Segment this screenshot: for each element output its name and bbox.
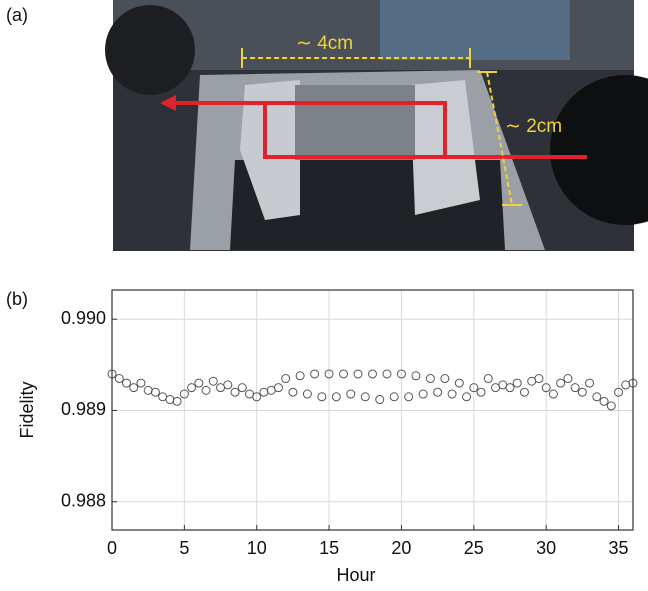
data-point <box>454 378 464 388</box>
data-point <box>563 374 573 384</box>
data-point <box>389 392 399 402</box>
x-tick-label: 15 <box>319 538 339 558</box>
data-point <box>599 396 609 406</box>
data-point <box>382 369 392 379</box>
data-point <box>237 383 247 393</box>
data-point <box>570 383 580 393</box>
data-point <box>541 383 551 393</box>
data-point <box>469 383 479 393</box>
y-axis-label: Fidelity <box>17 381 37 438</box>
data-point <box>121 378 131 388</box>
data-point <box>577 387 587 397</box>
plot: 0.988 0.989 0.990 0 5 10 15 20 25 30 35 <box>61 289 638 558</box>
data-point <box>273 383 283 393</box>
data-point <box>331 392 341 402</box>
data-point <box>606 401 616 411</box>
y-tick-label: 0.990 <box>61 308 106 328</box>
data-point <box>512 378 522 388</box>
x-tick-label: 5 <box>179 538 189 558</box>
panel-label: (a) <box>6 5 28 25</box>
data-point <box>534 374 544 384</box>
data-point <box>548 389 558 399</box>
data-point <box>288 387 298 397</box>
x-tick-label: 0 <box>107 538 117 558</box>
data-point <box>136 378 146 388</box>
data-point <box>556 378 566 388</box>
data-point <box>614 387 624 397</box>
data-point <box>433 387 443 397</box>
data-point <box>339 369 349 379</box>
data-point <box>252 392 262 402</box>
data-point <box>346 389 356 399</box>
data-point <box>585 378 595 388</box>
data-point <box>150 387 160 397</box>
data-point <box>324 369 334 379</box>
data-point <box>375 395 385 405</box>
data-point <box>476 387 486 397</box>
data-point <box>129 383 139 393</box>
data-point <box>360 392 370 402</box>
data-point <box>295 371 305 381</box>
data-point <box>404 392 414 402</box>
data-point <box>483 374 493 384</box>
y-tick-label: 0.989 <box>61 399 106 419</box>
data-point <box>201 385 211 395</box>
data-point <box>396 369 406 379</box>
x-tick-label: 35 <box>609 538 629 558</box>
data-point <box>425 374 435 384</box>
data-point <box>172 396 182 406</box>
data-point <box>418 389 428 399</box>
data-point <box>519 387 529 397</box>
x-tick-label: 25 <box>464 538 484 558</box>
data-point <box>208 376 218 386</box>
x-tick-label: 30 <box>536 538 556 558</box>
data-point <box>179 389 189 399</box>
data-point <box>462 392 472 402</box>
x-tick-label: 10 <box>247 538 267 558</box>
data-point <box>310 369 320 379</box>
data-point <box>114 374 124 384</box>
data-point <box>230 387 240 397</box>
data-point <box>447 389 457 399</box>
data-point <box>353 369 363 379</box>
photo: ∼ 4cm ∼ 2cm <box>105 0 648 251</box>
data-point <box>440 374 450 384</box>
data-point <box>317 392 327 402</box>
data-point <box>194 378 204 388</box>
data-point <box>368 369 377 379</box>
data-point <box>592 392 602 402</box>
x-axis-label: Hour <box>336 565 375 585</box>
data-point <box>302 389 312 399</box>
x-tick-label: 20 <box>391 538 411 558</box>
data-point <box>411 371 421 381</box>
width-annotation: ∼ 4cm <box>296 33 353 54</box>
data-point <box>505 383 515 393</box>
panel-label: (b) <box>6 289 28 309</box>
y-tick-label: 0.988 <box>61 490 106 510</box>
height-annotation: ∼ 2cm <box>505 116 562 137</box>
data-point <box>223 380 233 390</box>
data-point <box>281 374 291 384</box>
data-point <box>187 383 197 393</box>
plot-border <box>111 289 634 531</box>
